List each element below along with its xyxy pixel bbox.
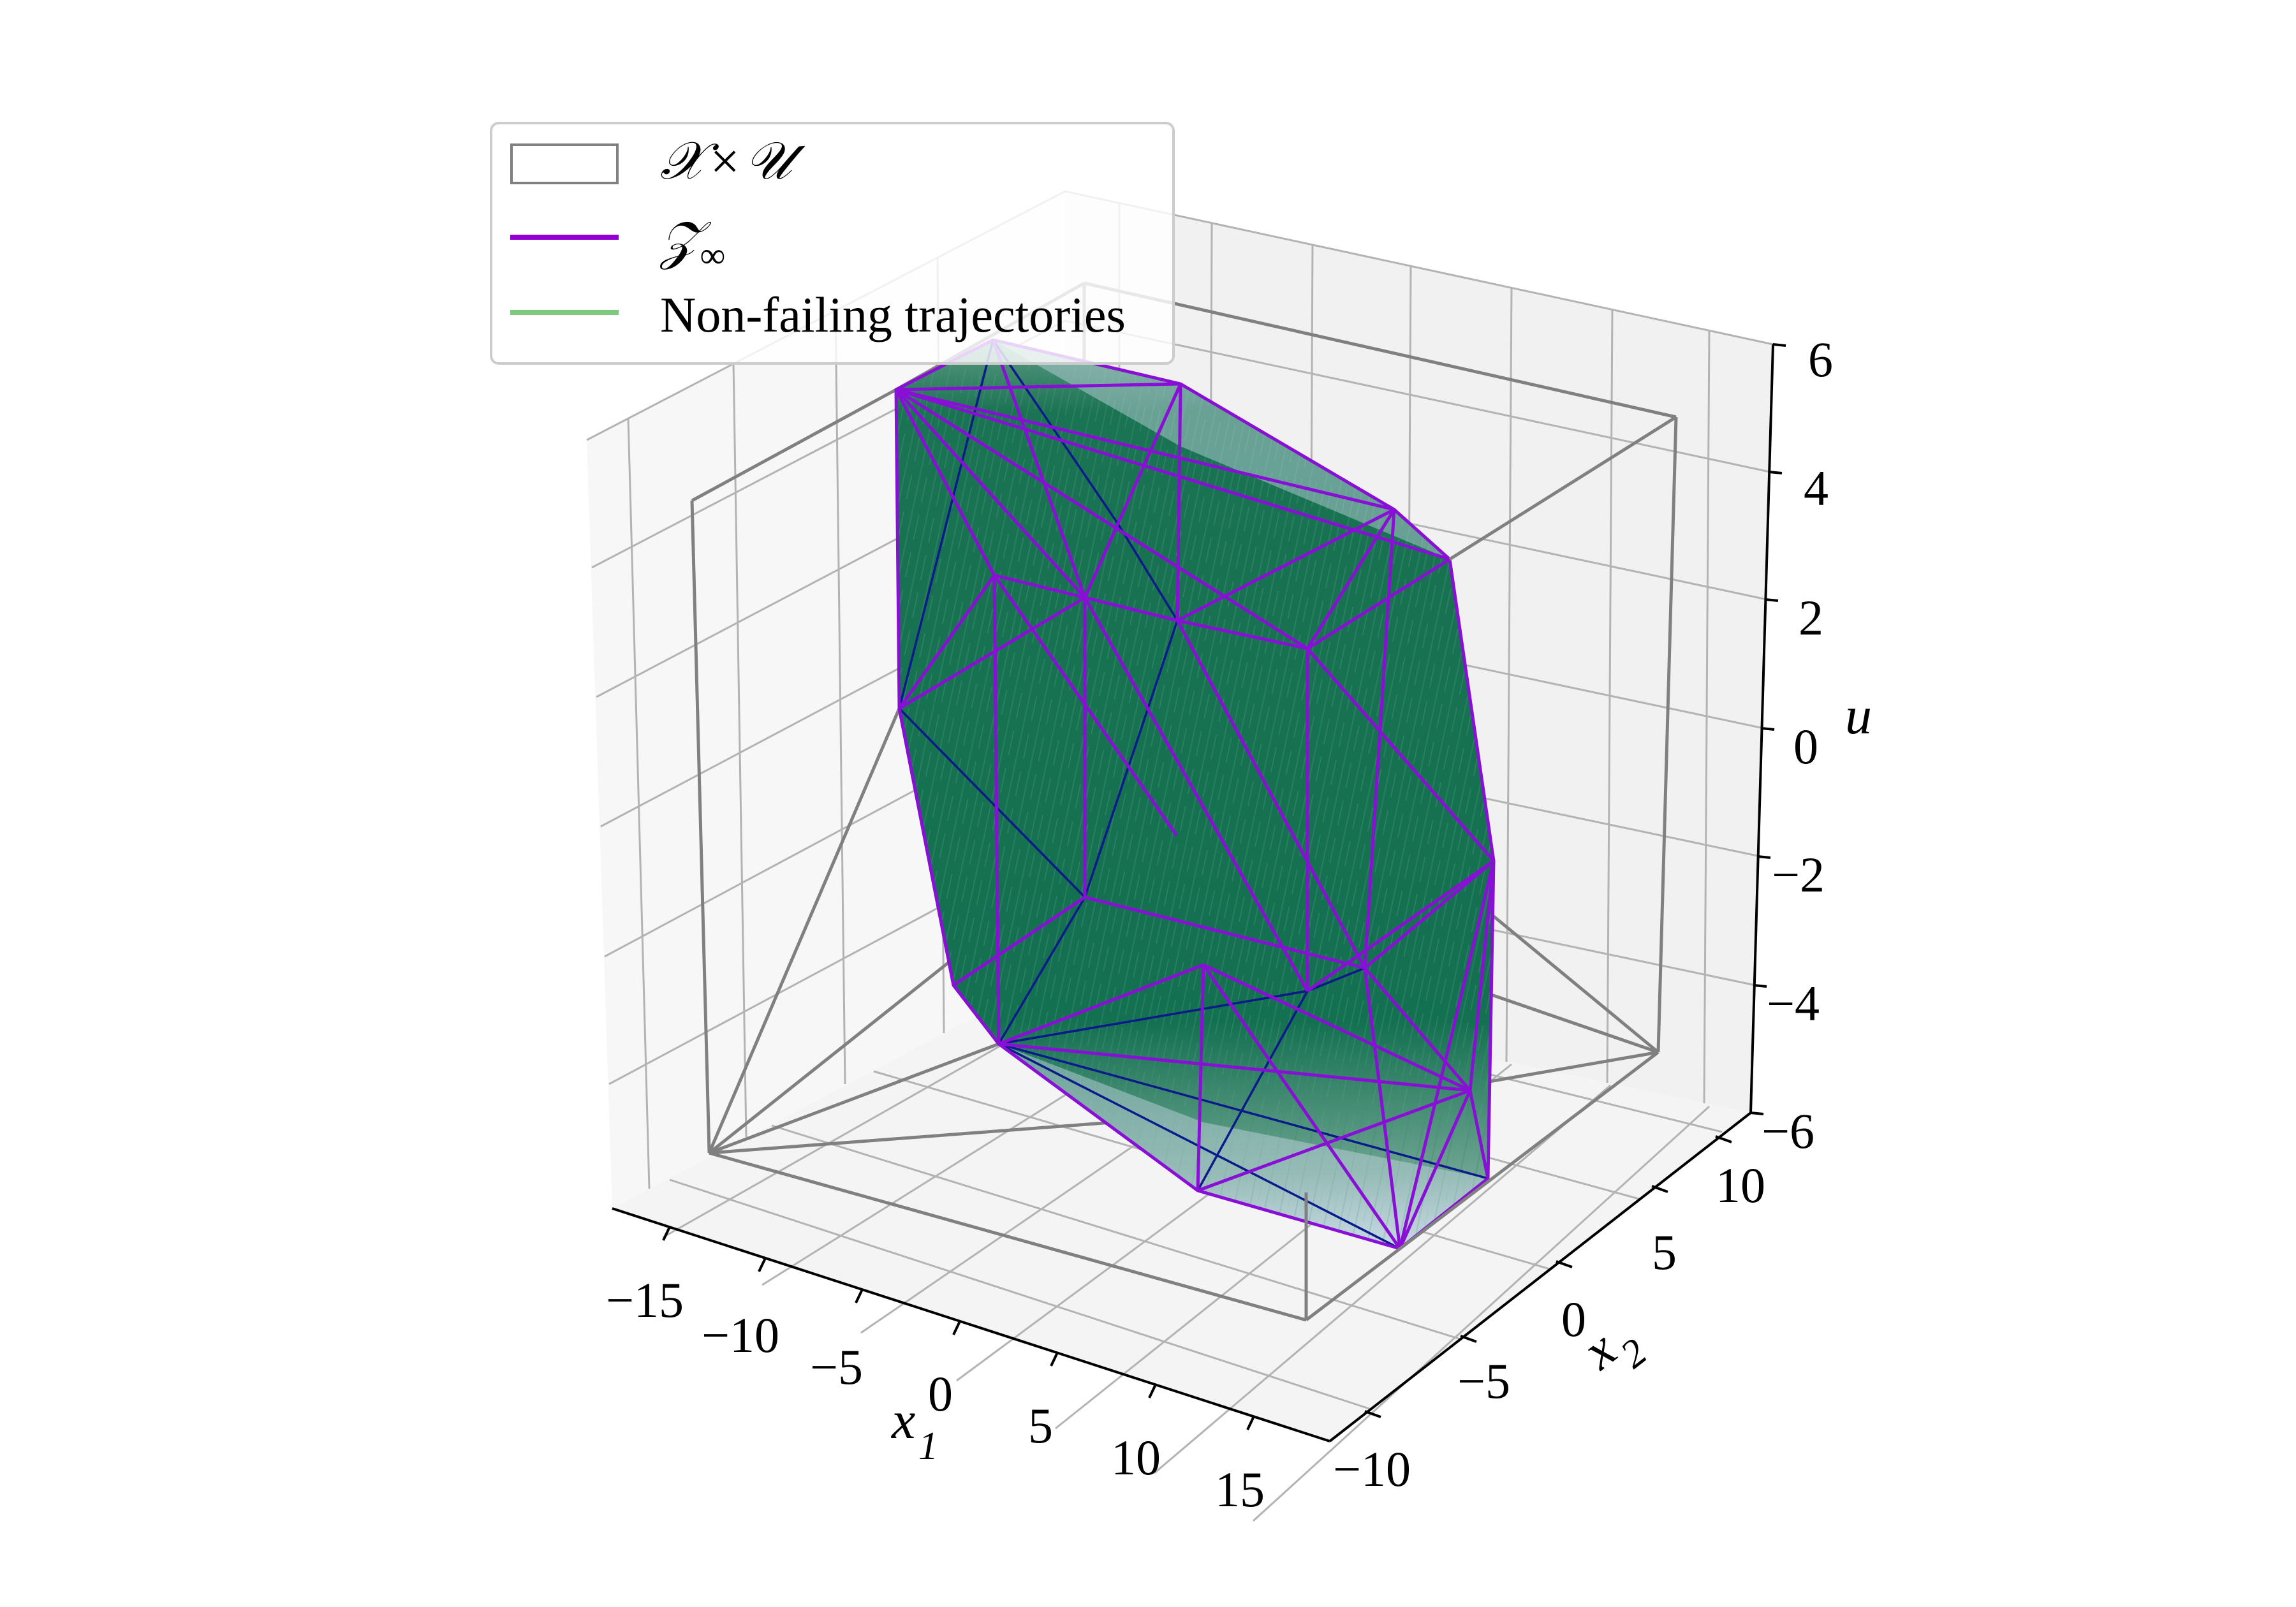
u-tick-label: −2 xyxy=(1772,847,1825,902)
x1-tick-label: 15 xyxy=(1215,1462,1265,1517)
x1-tick-label: −10 xyxy=(702,1307,779,1363)
x2-tick-label: 10 xyxy=(1716,1157,1765,1213)
u-tick-label: −6 xyxy=(1762,1103,1814,1159)
polytope-edges xyxy=(894,338,1496,1251)
x2-tick-label: −5 xyxy=(1457,1353,1510,1409)
legend: 𝒳×𝒰 𝒵∞ Non-failing trajectories xyxy=(490,122,1175,365)
constraint-box-front xyxy=(690,415,1678,1322)
polytope-back-edges xyxy=(898,339,1489,1250)
x1-tick-label: 10 xyxy=(1111,1430,1161,1485)
legend-frame xyxy=(490,122,1175,365)
svg-text:Non-failing trajectories: Non-failing trajectories xyxy=(660,287,1126,342)
u-tick-label: −4 xyxy=(1767,976,1820,1031)
u-tick-label: 2 xyxy=(1799,590,1823,645)
u-tick-label: 6 xyxy=(1808,332,1833,387)
x2-tick-label: 0 xyxy=(1561,1291,1586,1347)
u-tick-labels: 6 4 2 0 −2 −4 −6 xyxy=(1762,332,1833,1159)
invariant-set-polytope xyxy=(894,338,1496,1251)
x1-tick-label: 5 xyxy=(1028,1398,1053,1453)
x2-tick-label: −10 xyxy=(1333,1441,1411,1497)
x2-tick-labels: −10 −5 0 5 10 xyxy=(1333,1157,1765,1497)
polytope-top-cap xyxy=(993,340,1450,559)
box-swatch-icon xyxy=(510,143,619,184)
x1-tick-labels: −15 −10 −5 0 5 10 15 xyxy=(606,1272,1265,1517)
x2-tick-label: 5 xyxy=(1652,1224,1677,1280)
u-tick-label: 0 xyxy=(1793,719,1818,774)
x1-axis-label: x 1 xyxy=(890,1391,938,1468)
x1-tick-label: −5 xyxy=(810,1339,863,1395)
x1-tick-label: −15 xyxy=(606,1272,684,1328)
svg-text:𝒳×𝒰: 𝒳×𝒰 xyxy=(660,132,806,190)
x1-axis-line xyxy=(612,1207,1330,1442)
u-tick-label: 4 xyxy=(1804,460,1829,516)
svg-text:1: 1 xyxy=(918,1425,938,1468)
svg-text:x: x xyxy=(890,1391,915,1450)
x1-tick-label: 0 xyxy=(928,1366,953,1421)
x2-axis-line xyxy=(1328,1112,1752,1442)
legend-item-trajectories: Non-failing trajectories xyxy=(510,287,1126,342)
u-axis-label: u xyxy=(1845,686,1872,745)
axis-lines xyxy=(612,343,1786,1442)
